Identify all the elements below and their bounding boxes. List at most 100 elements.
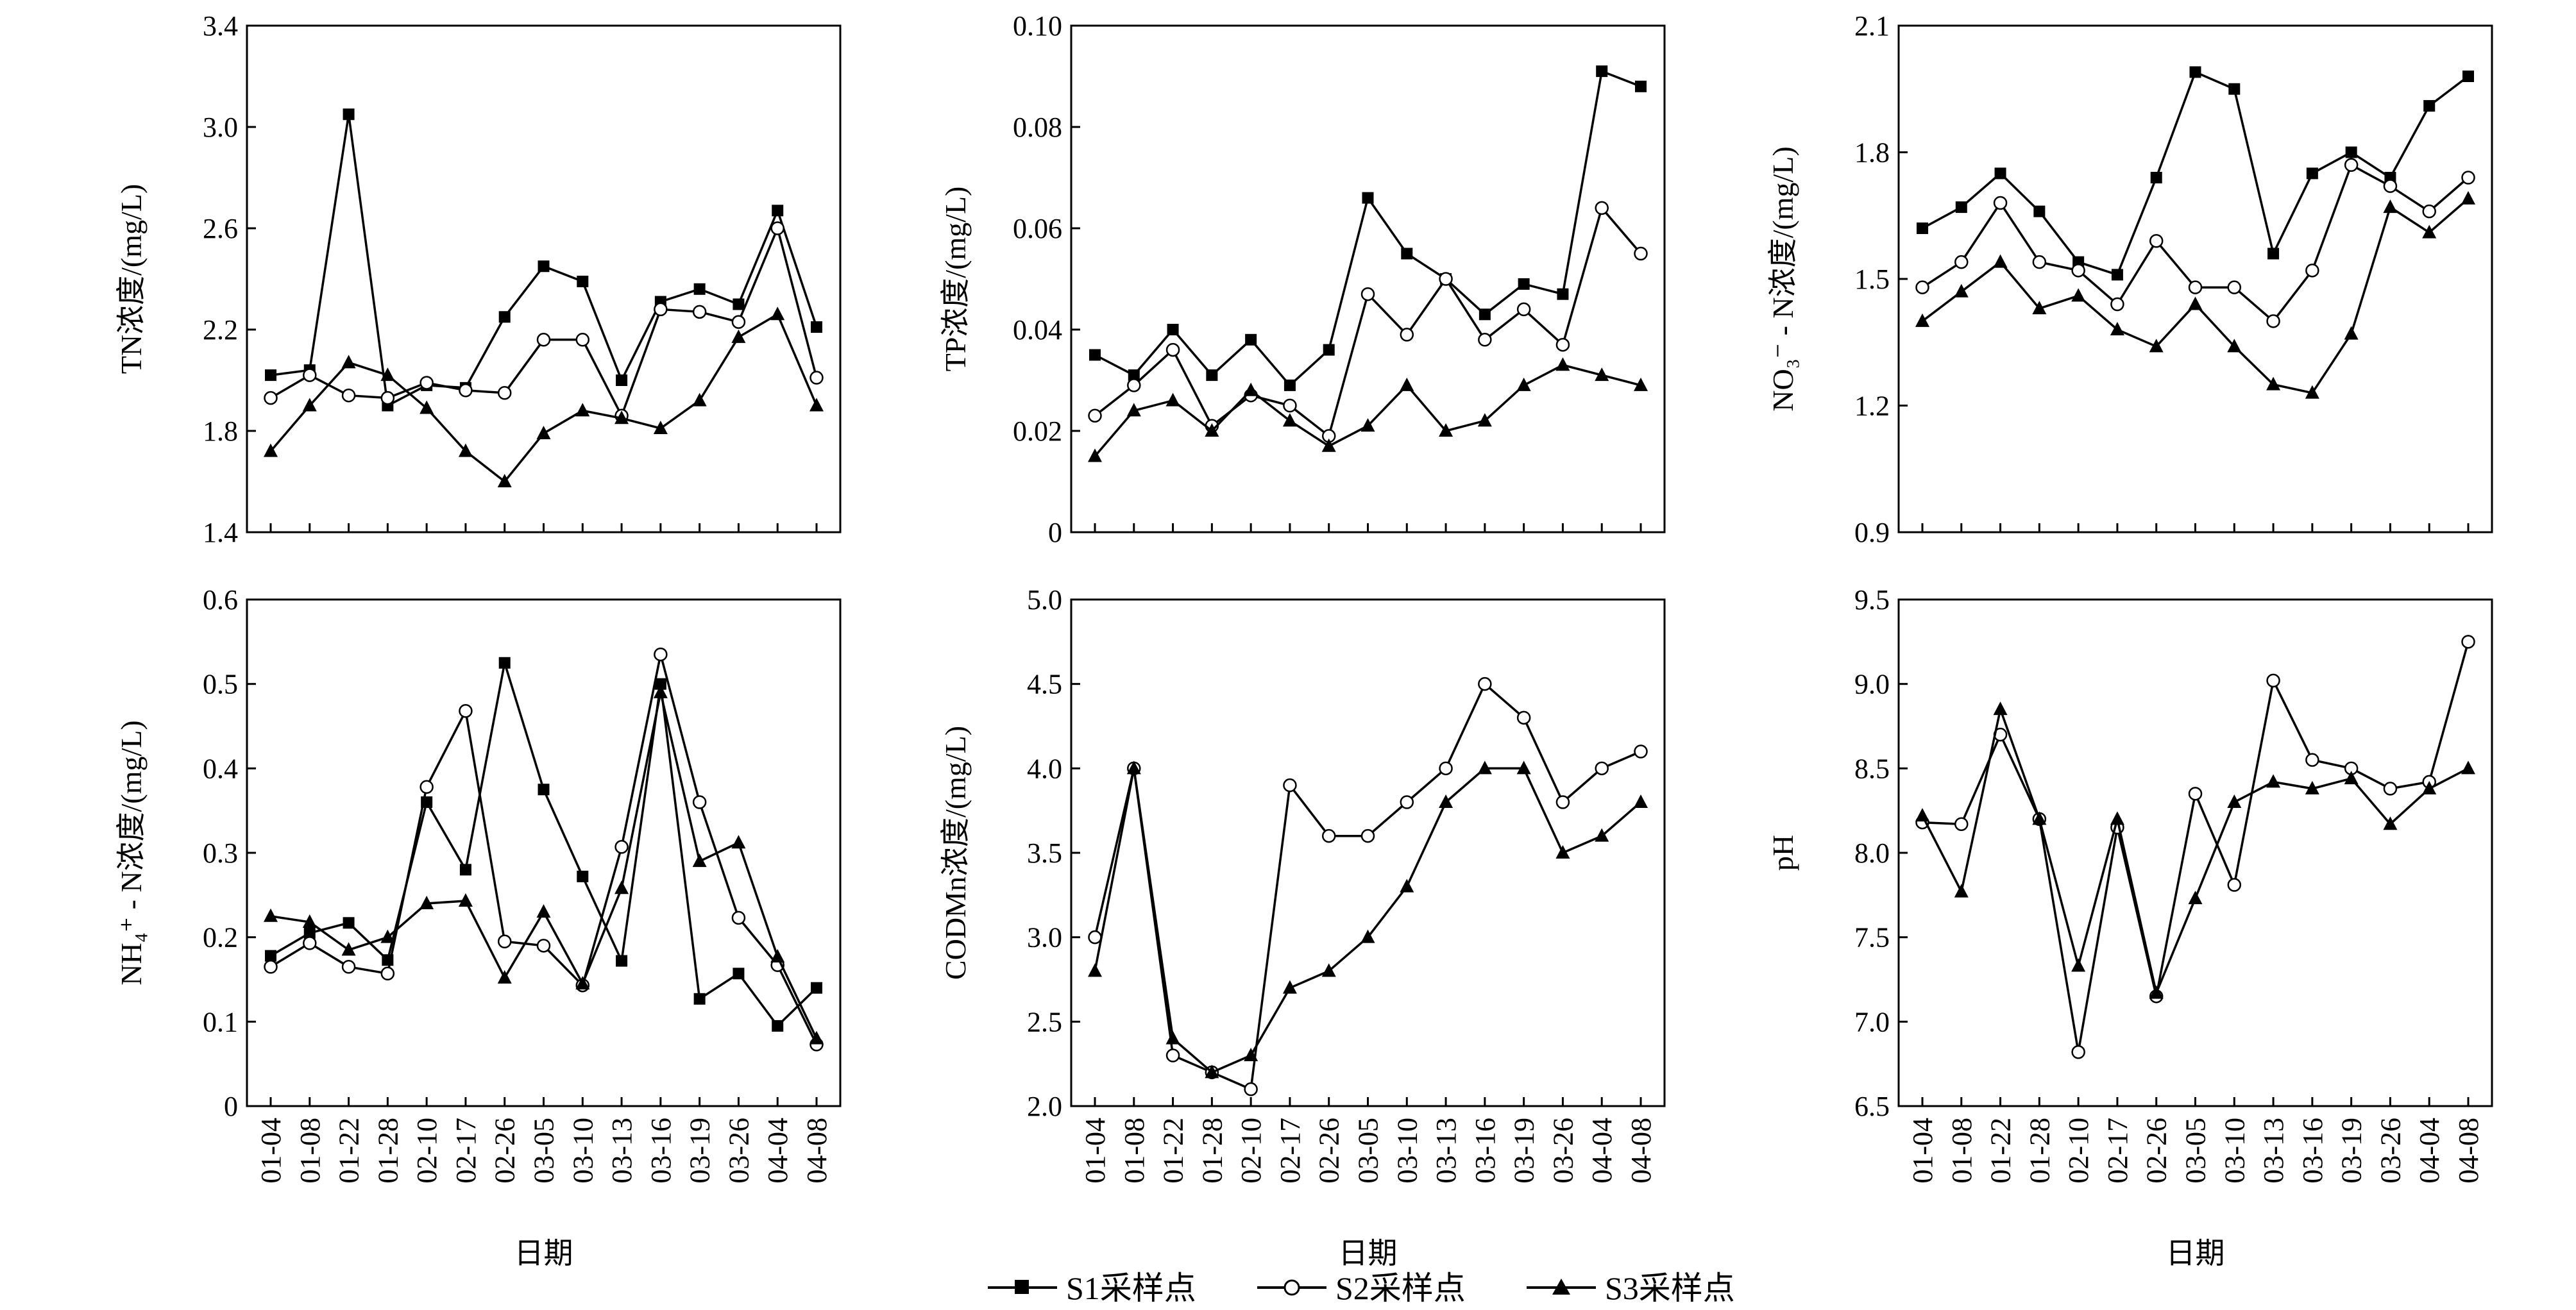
point-s1 (459, 864, 471, 876)
point-s2 (731, 911, 746, 925)
point-s2 (1555, 795, 1570, 809)
point-s3 (1634, 377, 1648, 391)
point-s2 (1400, 795, 1414, 809)
x-tick-label: 02-26 (2141, 1118, 2173, 1184)
point-s1 (654, 678, 666, 690)
point-s2 (2110, 297, 2124, 312)
y-tick-label: 0.1 (203, 1006, 238, 1037)
x-tick-label: 03-05 (529, 1118, 560, 1184)
y-tick-label: 7.0 (1854, 1006, 1890, 1037)
point-s3 (1954, 283, 1969, 298)
point-s1 (1284, 379, 1296, 391)
y-axis-label: pH (1767, 835, 1799, 871)
x-tick-label: 03-10 (567, 1118, 598, 1184)
point-s2 (654, 302, 668, 317)
point-s3 (536, 425, 551, 439)
point-s2 (264, 390, 278, 405)
point-s1 (1323, 344, 1335, 356)
x-tick-label: 04-04 (2414, 1118, 2445, 1184)
plot-frame (1897, 24, 2493, 533)
x-tick-label: 03-10 (1391, 1118, 1423, 1184)
point-s1 (2306, 167, 2318, 180)
point-s3 (2383, 199, 2398, 214)
point-s1 (1245, 333, 1257, 346)
y-tick-label: 1.8 (203, 416, 238, 447)
point-s3 (458, 893, 473, 907)
point-s3 (2071, 288, 2086, 302)
panel-tn: 1.4 1.8 2.2 2.6 3.0 3.4 TN浓度/(mg/L) (115, 10, 842, 548)
point-s2 (1439, 272, 1453, 286)
point-s1 (616, 955, 628, 967)
point-s3 (1516, 377, 1531, 391)
point-s3 (458, 443, 473, 457)
point-s3 (1439, 794, 1453, 808)
point-s1 (343, 917, 355, 929)
y-tick-label: 0.04 (1013, 314, 1062, 346)
x-tick-label: 01-04 (1080, 1118, 1111, 1184)
point-s2 (654, 647, 668, 662)
point-s2 (2188, 787, 2203, 801)
x-tick-label: 01-04 (1907, 1118, 1938, 1184)
y-tick-label: 1.5 (1854, 264, 1890, 295)
point-s2 (303, 368, 317, 382)
point-s2 (1283, 398, 1297, 413)
point-s3 (1205, 423, 1219, 437)
point-s1 (343, 108, 355, 121)
legend-marker-s3 (1552, 1279, 1570, 1295)
point-s1 (772, 1020, 784, 1032)
x-tick-label: 03-16 (2297, 1118, 2328, 1184)
series-s3 (264, 684, 824, 1045)
point-s3 (653, 421, 668, 435)
point-s3 (2422, 780, 2437, 794)
series-line-s2 (1922, 641, 2470, 1052)
point-s3 (1595, 828, 1609, 842)
y-tick-label: 0.06 (1013, 213, 1062, 244)
legend-marker-s2 (1284, 1279, 1300, 1296)
point-s2 (1165, 1048, 1180, 1062)
point-s2 (2305, 753, 2319, 767)
point-s3 (614, 410, 629, 424)
y-axis-label: NH₄⁺ - N浓度/(mg/L) (115, 720, 148, 985)
panel-no3: 0.9 1.2 1.5 1.8 2.1 NO₃⁻ - N浓度/(mg/L) (1767, 10, 2493, 548)
x-tick-label: 01-08 (1946, 1118, 1978, 1184)
point-s2 (2383, 782, 2398, 796)
series-s3 (264, 307, 824, 487)
point-s3 (1595, 367, 1609, 382)
point-s2 (2422, 204, 2436, 219)
point-s1 (693, 283, 706, 295)
x-tick-label: 03-26 (723, 1118, 754, 1184)
x-tick-label: 02-17 (450, 1118, 482, 1184)
point-s3 (1400, 377, 1414, 391)
legend-item-s2: S2采样点 (1257, 1270, 1466, 1306)
point-s1 (772, 205, 784, 217)
series-s2 (1915, 635, 2475, 1059)
series-s1 (265, 108, 822, 412)
point-s2 (1321, 828, 1336, 843)
point-s3 (1205, 1064, 1219, 1079)
point-s2 (2227, 280, 2242, 294)
point-s3 (770, 948, 785, 962)
series-s2 (1088, 201, 1648, 443)
x-tick-label: 04-08 (801, 1118, 833, 1184)
point-s3 (2032, 811, 2047, 825)
point-s3 (1321, 438, 1336, 452)
point-s2 (1283, 778, 1297, 793)
x-tick-label: 02-10 (1235, 1118, 1267, 1184)
plot-frame (1070, 598, 1666, 1107)
series-s3 (1088, 760, 1648, 1079)
series-line-s2 (1094, 682, 1641, 1091)
y-tick-label: 0.9 (1854, 517, 1890, 548)
point-s3 (1915, 808, 1929, 822)
x-tick-label: 02-17 (1275, 1118, 1306, 1184)
point-s2 (2227, 878, 2242, 892)
y-tick-label: 0.3 (203, 837, 238, 869)
point-s3 (575, 976, 590, 990)
point-s3 (1088, 963, 1102, 977)
x-tick-label: 04-08 (1625, 1118, 1657, 1184)
point-s3 (1282, 980, 1297, 994)
panel-nh4: 0 0.1 0.2 0.3 0.4 0.5 0.6 01-04 01-08 01-22 01-28 0… (115, 584, 842, 1270)
y-tick-label: 0.10 (1013, 10, 1062, 42)
y-tick-label: 0.08 (1013, 112, 1062, 143)
point-s1 (2423, 100, 2436, 112)
point-s3 (2071, 958, 2086, 972)
